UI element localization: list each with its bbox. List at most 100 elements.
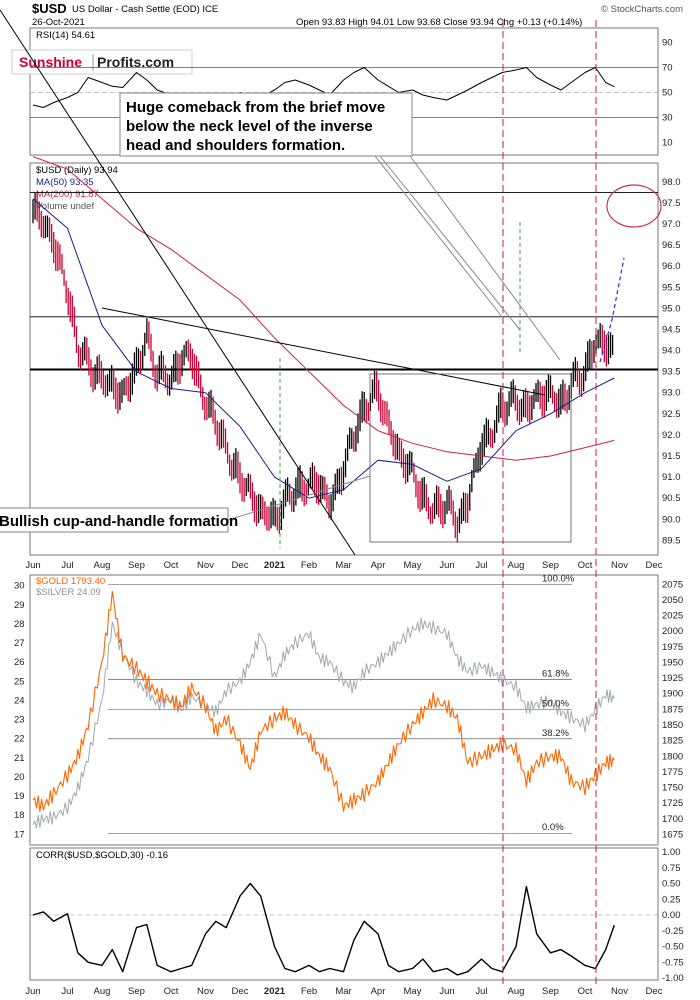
cup-handle-annotation: Bullish cup-and-handle formation — [0, 507, 238, 533]
rsi-tick-label: 50 — [662, 88, 673, 99]
usd-legend: $USD (Daily) 93.94 MA(50) 93.35 MA(200) … — [36, 165, 118, 212]
gold-tick-label: 2050 — [662, 595, 683, 606]
fib-level-label: 61.8% — [542, 668, 569, 679]
gold-tick-label: 1725 — [662, 798, 683, 809]
usd-x-tick-label: Jun — [25, 560, 40, 571]
gold-tick-label: 1875 — [662, 704, 683, 715]
corr-tick-label: 1.00 — [662, 847, 681, 858]
logo-box — [11, 49, 193, 75]
corr-x-tick-label: Jun — [25, 986, 40, 997]
credit-text: © StockCharts.com — [601, 4, 683, 15]
usd-x-tick-label: Mar — [335, 560, 351, 571]
long-downtrend-line — [0, 9, 356, 556]
silver-tick-label: 19 — [14, 791, 25, 802]
corr-tick-label: 0.00 — [662, 910, 681, 921]
corr-panel-frame — [29, 847, 659, 981]
corr-tick-label: -0.25 — [662, 926, 684, 937]
usd-x-tick-label: Sep — [128, 560, 145, 571]
fib-level-label: 50.0% — [542, 698, 569, 709]
grid-layer — [30, 67, 658, 916]
usd-tick-label: 92.5 — [662, 409, 681, 420]
corr-tick-label: 0.50 — [662, 879, 681, 890]
rsi-title: RSI(14) 54.61 — [36, 30, 95, 41]
usd-x-tick-label: Dec — [646, 560, 663, 571]
comeback-annotation-line-3: head and shoulders formation. — [126, 137, 345, 154]
usd-tick-label: 96.0 — [662, 261, 681, 272]
usd-x-tick-label: Feb — [301, 560, 317, 571]
usd-tick-label: 92.0 — [662, 430, 681, 441]
cup-handle-box — [369, 373, 572, 543]
gold-tick-label: 1825 — [662, 736, 683, 747]
rsi-tick-label: 70 — [662, 63, 673, 74]
usd-x-tick-label: Nov — [611, 560, 628, 571]
symbol-description: US Dollar - Cash Settle (EOD) ICE — [72, 4, 218, 15]
silver-tick-label: 23 — [14, 715, 25, 726]
silver-tick-label: 18 — [14, 810, 25, 821]
corr-x-tick-label: May — [404, 986, 422, 997]
gold-tick-label: 1950 — [662, 657, 683, 668]
usd-tick-label: 97.5 — [662, 198, 681, 209]
ohlc-summary: Open 93.83 High 94.01 Low 93.68 Close 93… — [296, 17, 582, 28]
usd-tick-label: 95.5 — [662, 282, 681, 293]
usd-x-tick-label: Jul — [61, 560, 73, 571]
tick-label-layer: 10 30 50 70 90 89.5 90.0 90.5 91.0 91.5 92.0 92.5 93… — [14, 38, 684, 998]
usd-tick-label: 93.5 — [662, 367, 681, 378]
gold-tick-label: 2025 — [662, 611, 683, 622]
usd-tick-label: 94.0 — [662, 346, 681, 357]
fib-level-label: 0.0% — [542, 822, 564, 833]
gold-tick-label: 1975 — [662, 642, 683, 653]
corr-x-tick-label: Feb — [301, 986, 317, 997]
symbol-title: $USD — [32, 1, 67, 16]
corr-line — [32, 882, 615, 976]
corr-x-tick-label: Oct — [164, 986, 179, 997]
usd-x-tick-label: Oct — [164, 560, 179, 571]
silver-tick-label: 30 — [14, 581, 25, 592]
comeback-annotation: Huge comeback from the brief move below … — [119, 92, 413, 157]
rsi-tick-label: 10 — [662, 138, 673, 149]
gold-legend: $GOLD 1793.40 $SILVER 24.09 — [36, 576, 105, 598]
silver-tick-label: 24 — [14, 695, 25, 706]
gold-tick-label: 1925 — [662, 673, 683, 684]
silver-tick-label: 28 — [14, 619, 25, 630]
usd-x-tick-label: 2021 — [264, 560, 286, 571]
corr-x-tick-label: Aug — [94, 986, 111, 997]
callout-pointer-cup — [227, 475, 371, 521]
usd-tick-label: 91.0 — [662, 472, 681, 483]
usd-legend-price: $USD (Daily) 93.94 — [36, 165, 118, 176]
silver-tick-label: 27 — [14, 638, 25, 649]
corr-x-tick-label: Aug — [508, 986, 525, 997]
usd-legend-volume: Volume undef — [36, 201, 94, 212]
corr-x-tick-label: Dec — [232, 986, 249, 997]
fib-level-label: 100.0% — [542, 573, 575, 584]
usd-x-tick-label: Dec — [232, 560, 249, 571]
gold-tick-label: 1850 — [662, 720, 683, 731]
gold-panel-frame — [29, 574, 659, 846]
usd-panel-frame — [29, 162, 659, 556]
silver-tick-label: 17 — [14, 829, 25, 840]
corr-x-tick-label: Sep — [128, 986, 145, 997]
projection-dashed-path — [599, 257, 625, 363]
corr-x-tick-label: Apr — [371, 986, 386, 997]
usd-tick-label: 96.5 — [662, 240, 681, 251]
usd-tick-label: 98.0 — [662, 177, 681, 188]
corr-tick-label: 0.25 — [662, 894, 681, 905]
cup-handle-annotation-text: Bullish cup-and-handle formation — [0, 513, 238, 530]
gold-tick-label: 1675 — [662, 829, 683, 840]
chart-date: 26-Oct-2021 — [32, 17, 85, 28]
usd-x-tick-label: Nov — [197, 560, 214, 571]
usd-tick-label: 97.0 — [662, 219, 681, 230]
silver-tick-label: 29 — [14, 600, 25, 611]
corr-tick-label: -1.00 — [662, 973, 684, 984]
comeback-annotation-line-1: Huge comeback from the brief move — [126, 99, 385, 116]
corr-x-tick-label: Nov — [611, 986, 628, 997]
gold-tick-label: 1700 — [662, 814, 683, 825]
corr-x-tick-label: Dec — [646, 986, 663, 997]
logo-sunshine: Sunshine — [19, 54, 82, 70]
corr-x-tick-label: Jun — [439, 986, 454, 997]
corr-x-tick-label: Nov — [197, 986, 214, 997]
usd-legend-ma200: MA(200) 91.87 — [36, 189, 99, 200]
corr-tick-label: 0.75 — [662, 863, 681, 874]
sunshine-profits-logo: Sunshine Profits.com — [11, 49, 193, 75]
gold-tick-label: 1775 — [662, 767, 683, 778]
